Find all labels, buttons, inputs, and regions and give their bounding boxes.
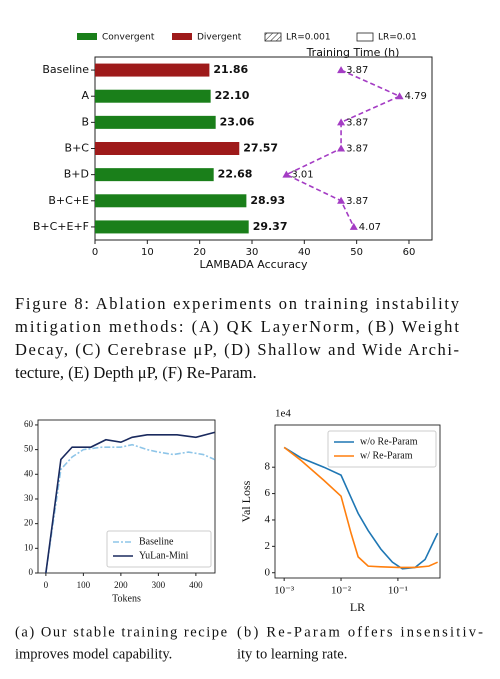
caption-line: (b) Re-Param offers insensitiv- [237, 624, 483, 640]
caption-line: ity to learning rate. [237, 646, 347, 662]
training-time-marker [395, 92, 404, 100]
y-tick-label: B+C [65, 142, 90, 155]
plot-frame [37, 419, 216, 574]
bar-value-label: 27.57 [243, 142, 278, 155]
training-time-label: 4.07 [359, 222, 381, 233]
y-tick-label: 4 [265, 513, 271, 525]
x-tick-label: 100 [77, 580, 91, 590]
legend-box [106, 530, 212, 568]
y-tick-label: 20 [24, 518, 34, 528]
training-time-marker [282, 170, 291, 178]
y-tick-label: 60 [24, 419, 34, 429]
x-tick-label: 10⁻³ [274, 585, 295, 597]
y-tick-label: 6 [265, 487, 271, 499]
bar [95, 63, 210, 77]
training-time-marker [337, 118, 346, 126]
x-tick-label: 10 [141, 247, 154, 258]
caption-line: Figure 8: Ablation experiments on traini… [15, 294, 460, 313]
y-tick-label: Baseline [42, 63, 89, 76]
y-tick-label: 40 [24, 468, 34, 478]
caption-line: mitigation methods: (A) QK LayerNorm, (B… [15, 317, 459, 336]
secondary-axis-label: Training Time (h) [306, 46, 400, 59]
x-axis-label: LR [350, 600, 365, 614]
caption-line: Decay, (C) Cerebrase μP, (D) Shallow and… [15, 340, 459, 359]
bar-value-label: 23.06 [220, 115, 255, 128]
plot-frame [274, 424, 441, 579]
legend-swatch [356, 32, 374, 42]
x-tick-label: 300 [152, 580, 166, 590]
x-tick-label: 10⁻² [331, 585, 352, 597]
y-tick-label: B+D [64, 168, 89, 181]
x-tick-label: 0 [44, 580, 49, 590]
y-tick-label: 0 [265, 566, 271, 578]
bar [95, 142, 240, 155]
legend-swatch [264, 32, 282, 42]
legend-label: w/o Re-Param [360, 436, 418, 447]
y-offset-label: 1e4 [275, 408, 291, 420]
legend-label: Convergent [102, 33, 155, 43]
legend-label: Baseline [139, 536, 174, 547]
x-tick-label: 10⁻¹ [388, 585, 408, 597]
y-tick-label: 10 [24, 542, 34, 552]
y-tick-label: 50 [24, 444, 34, 454]
legend-label: YuLan-Mini [139, 550, 189, 561]
training-time-label: 3.87 [346, 196, 368, 207]
bar [95, 115, 216, 129]
y-tick-label: B+C+E+F [33, 220, 89, 233]
x-tick-label: 200 [114, 580, 128, 590]
training-time-label: 3.01 [291, 170, 313, 181]
training-time-label: 4.79 [405, 91, 427, 102]
x-axis-label: LAMBADA Accuracy [200, 258, 308, 271]
training-time-marker [349, 222, 358, 230]
x-tick-label: 40 [298, 247, 311, 258]
caption-line: (a) Our stable training recipe [15, 624, 227, 640]
legend-swatch [172, 33, 192, 40]
x-tick-label: 50 [350, 247, 363, 258]
training-time-label: 3.87 [346, 144, 368, 155]
y-tick-label: 30 [24, 493, 34, 503]
bar-value-label: 22.68 [218, 168, 253, 181]
training-time-marker [337, 66, 346, 74]
bar-value-label: 21.86 [213, 63, 248, 76]
legend-label: LR=0.001 [286, 33, 331, 43]
bar [95, 220, 249, 234]
bar-value-label: 22.10 [215, 89, 250, 102]
y-tick-label: B+C+E [48, 194, 89, 207]
x-tick-label: 60 [403, 247, 416, 258]
x-tick-label: 20 [193, 247, 206, 258]
training-time-marker [337, 144, 346, 152]
y-tick-label: B [81, 115, 89, 128]
training-time-marker [337, 196, 346, 204]
legend-swatch [77, 33, 97, 40]
series-line [283, 446, 438, 569]
legend-label: LR=0.01 [378, 33, 417, 43]
y-axis-label: Val Loss [239, 480, 253, 522]
caption-line: tecture, (E) Depth μP, (F) Re-Param. [15, 363, 257, 382]
series-line [45, 431, 215, 574]
bar [95, 89, 211, 103]
training-time-label: 3.87 [346, 65, 368, 76]
training-time-label: 3.87 [346, 117, 368, 128]
x-axis-label: Tokens [112, 593, 141, 604]
y-tick-label: A [81, 89, 89, 102]
bar [95, 168, 214, 182]
bar [95, 194, 247, 208]
x-tick-label: 0 [92, 247, 98, 258]
x-tick-label: 400 [189, 580, 203, 590]
bar-value-label: 28.93 [250, 194, 285, 207]
y-tick-label: 0 [29, 567, 34, 577]
series-line [45, 443, 215, 574]
bar-value-label: 29.37 [253, 220, 288, 233]
x-tick-label: 30 [246, 247, 259, 258]
legend-label: Divergent [197, 33, 242, 43]
y-tick-label: 8 [265, 461, 271, 473]
legend-label: w/ Re-Param [360, 450, 413, 461]
caption-line: improves model capability. [15, 646, 172, 662]
y-tick-label: 2 [265, 540, 271, 552]
legend-box [327, 430, 437, 468]
